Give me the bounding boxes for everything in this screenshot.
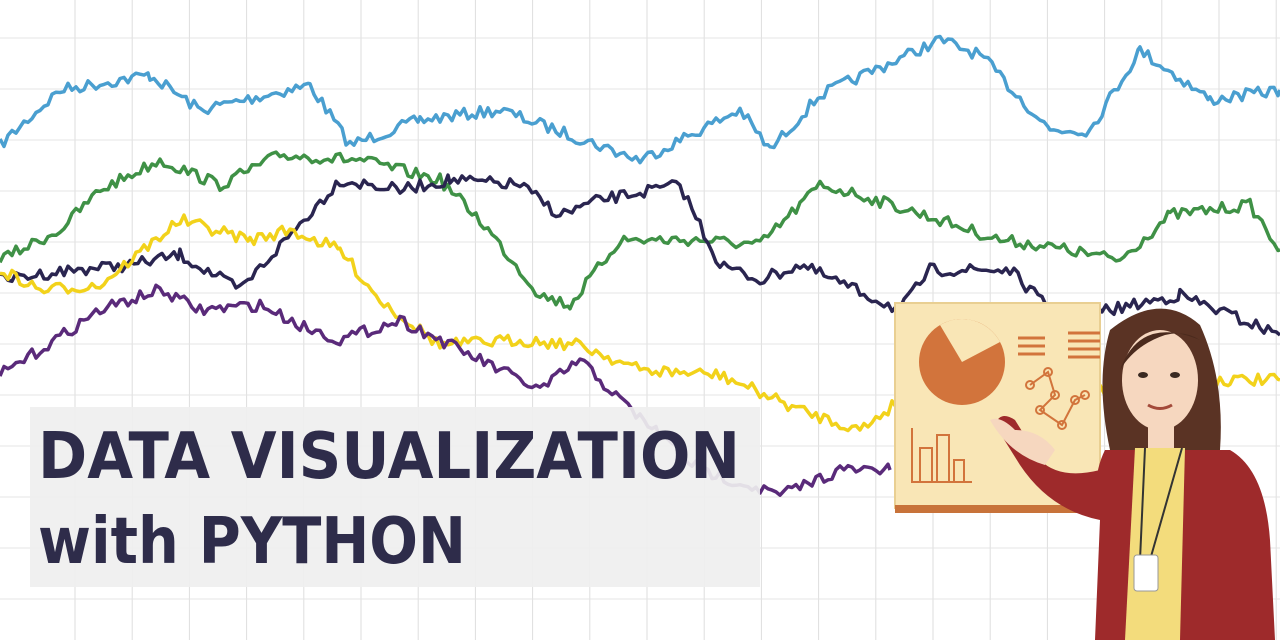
badge [1133,554,1159,592]
title-line-2: with PYTHON [38,505,466,579]
face [1122,330,1198,430]
list-icon [1018,331,1100,359]
network-icon [1025,367,1090,430]
board-ledge [895,505,1100,513]
eye [1138,372,1148,378]
fringe [1120,332,1200,370]
hand [990,418,1055,465]
eye [1170,372,1180,378]
decorative-line [0,150,1280,311]
title-box [30,407,760,587]
bar-icon [911,428,972,483]
pie-slice [940,318,1000,362]
decorative-line [0,34,1280,165]
neck [1148,425,1174,450]
title-line-1: DATA VISUALIZATION [38,420,740,494]
lanyard [1139,447,1183,561]
jacket [1095,450,1275,640]
presenter [990,308,1275,640]
mouth [1147,403,1173,410]
